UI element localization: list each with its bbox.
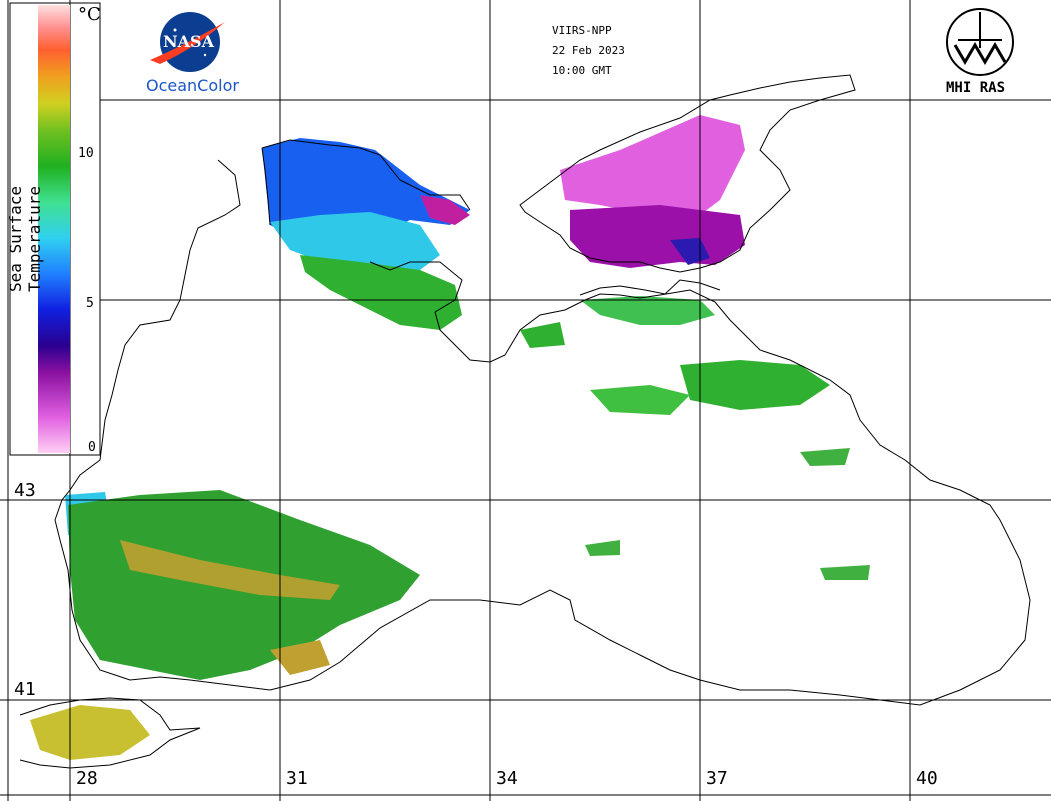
lat-label-41: 41: [14, 679, 36, 700]
legend-tick-0: 0: [88, 440, 96, 455]
sst-data-layer: [30, 115, 870, 760]
sst-patch-center-green: [590, 385, 690, 415]
sst-patch-southwest-yellow: [120, 540, 340, 600]
time-label: 10:00 GMT: [552, 64, 612, 77]
sst-patch-bosporus-yellow: [270, 640, 330, 675]
legend-tick-5: 5: [86, 296, 94, 311]
legend-title: Sea Surface Temperature: [6, 186, 44, 292]
sst-patch-east-green: [680, 360, 830, 410]
mhi-wave-icon: [953, 42, 1007, 65]
sst-patch-crimea-green: [520, 322, 565, 348]
nasa-logo: [150, 12, 225, 72]
sst-patch-south-east-green-2: [820, 565, 870, 580]
lon-label-28: 28: [76, 768, 98, 789]
mhi-ras-text: MHI RAS: [946, 80, 1006, 96]
legend-tick-10: 10: [78, 146, 94, 161]
lon-label-40: 40: [916, 768, 938, 789]
sst-patch-northwest-green: [300, 255, 462, 330]
legend-color-ramp: [38, 5, 70, 453]
nasa-vector-icon: [150, 22, 225, 64]
lat-label-43: 43: [14, 480, 36, 501]
nasa-star-icon-2: [203, 53, 207, 57]
sst-patch-marmara-yellow: [30, 705, 150, 760]
nasa-star-icon: [173, 28, 177, 32]
legend-bar: [9, 2, 101, 456]
sst-patch-south-center-green: [585, 540, 620, 556]
sst-patch-kerch-green: [580, 296, 715, 325]
nasa-logo-text: NASA: [163, 32, 215, 51]
mhi-ras-logo: [946, 8, 1014, 76]
sst-patch-south-east-green: [800, 448, 850, 466]
coast-north-west: [54, 159, 1031, 706]
satellite-label: VIIRS-NPP: [552, 24, 612, 37]
oceancolor-text: OceanColor: [146, 76, 239, 95]
sst-patch-northwest-cyan: [270, 212, 440, 275]
coast-northwest-shore: [261, 139, 471, 226]
lon-label-31: 31: [286, 768, 308, 789]
legend-unit: °C: [78, 4, 101, 25]
sst-patch-azov-magenta: [560, 115, 745, 215]
sst-patch-karkinit-magenta: [420, 195, 470, 225]
sst-patch-azov-purple: [570, 205, 745, 268]
legend-frame: [9, 2, 101, 456]
date-label: 22 Feb 2023: [552, 44, 625, 57]
lon-label-37: 37: [706, 768, 728, 789]
coast-azov: [519, 74, 856, 273]
coast-kerch: [579, 279, 721, 296]
lon-label-34: 34: [496, 768, 518, 789]
